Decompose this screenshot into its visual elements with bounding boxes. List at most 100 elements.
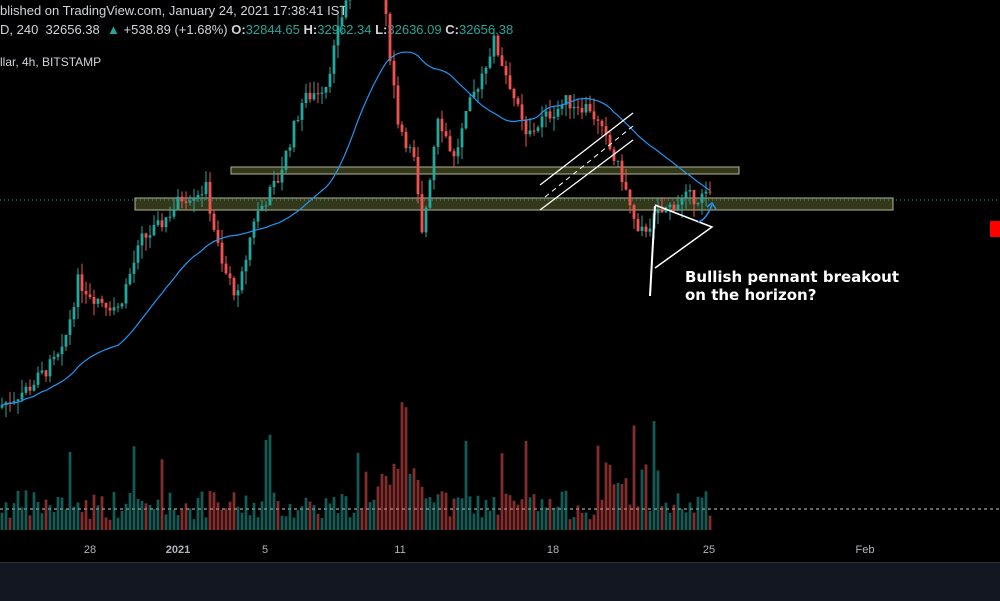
volume-bar [401, 402, 404, 530]
candle-body [385, 0, 388, 14]
volume-bar [361, 508, 364, 530]
volume-bar [465, 441, 468, 530]
volume-bar [301, 506, 304, 530]
candle-body [145, 233, 148, 237]
candle-body [509, 75, 512, 89]
volume-bar [433, 502, 436, 530]
candle-body [205, 182, 208, 194]
candle-body [637, 219, 640, 231]
volume-bar [665, 503, 668, 530]
candle-body [689, 190, 692, 192]
volume-bar [21, 507, 24, 530]
candle-body [505, 66, 508, 75]
volume-bar [325, 498, 328, 530]
volume-bar [213, 492, 216, 530]
volume-bar [201, 492, 204, 530]
candle-body [77, 274, 80, 307]
candle-body [153, 225, 156, 235]
candle-body [261, 206, 264, 211]
candle-body [409, 147, 412, 148]
volume-bar [473, 514, 476, 530]
x-tick-label: 11 [394, 544, 405, 556]
candle-body [657, 210, 660, 213]
candle-body [33, 385, 36, 391]
candle-body [93, 297, 96, 304]
candle-body [537, 127, 540, 131]
volume-bar [209, 491, 212, 530]
volume-bar [437, 494, 440, 530]
volume-bar [253, 503, 256, 530]
volume-bar [365, 472, 368, 530]
volume-bar [49, 505, 52, 530]
volume-bar [625, 478, 628, 530]
volume-bar [249, 515, 252, 530]
volume-bar [357, 453, 360, 530]
volume-bar [537, 511, 540, 530]
volume-bar [393, 464, 396, 530]
candle-body [129, 274, 132, 284]
candle-body [701, 194, 704, 203]
volume-bar [577, 505, 580, 530]
volume-bar [673, 505, 676, 530]
candle-body [345, 0, 348, 17]
volume-bar [429, 497, 432, 530]
candle-body [65, 335, 68, 347]
volume-bar [397, 469, 400, 530]
volume-bar [681, 509, 684, 530]
candle-body [189, 201, 192, 203]
candle-body [165, 217, 168, 227]
candle-body [389, 14, 392, 61]
volume-bar [565, 491, 568, 530]
candle-body [529, 131, 532, 135]
volume-bar [309, 502, 312, 530]
volume-bar [233, 492, 236, 530]
candle-body [649, 229, 652, 232]
candle-body [485, 68, 488, 74]
candle-body [705, 192, 708, 194]
candle-body [257, 211, 260, 222]
candle-body [693, 190, 696, 204]
candle-body [425, 208, 428, 233]
candle-body [289, 147, 292, 150]
candle-body [581, 108, 584, 113]
resistance-zone-upper [231, 167, 739, 174]
candle-body [593, 111, 596, 119]
candle-body [597, 119, 600, 120]
volume-bar [1, 513, 4, 530]
volume-bar [649, 511, 652, 530]
volume-bar [529, 497, 532, 530]
candle-body [105, 303, 108, 308]
volume-bar [693, 513, 696, 530]
candle-body [433, 147, 436, 180]
candle-body [177, 197, 180, 209]
volume-bar [133, 446, 136, 530]
volume-bar [349, 517, 352, 530]
x-tick-label: 28 [84, 544, 96, 556]
volume-bar [277, 501, 280, 530]
candle-body [397, 85, 400, 124]
candle-body [489, 57, 492, 68]
candle-body [453, 151, 456, 156]
candle-body [601, 121, 604, 126]
volume-bar [265, 440, 268, 530]
volume-bar [345, 496, 348, 530]
candle-body [313, 93, 316, 99]
candle-body [341, 17, 344, 25]
volume-bar [497, 515, 500, 530]
volume-bar [597, 446, 600, 530]
pennant-triangle [655, 205, 712, 268]
volume-bar [17, 491, 20, 530]
volume-bar [689, 503, 692, 530]
volume-bar [329, 504, 332, 530]
last-price-marker [990, 221, 1000, 237]
candle-body [221, 243, 224, 264]
volume-bar [45, 500, 48, 530]
volume-bar [57, 497, 60, 530]
candle-body [89, 294, 92, 297]
candle-body [49, 359, 52, 376]
volume-bar [73, 507, 76, 530]
candle-body [525, 120, 528, 135]
candle-body [193, 199, 196, 201]
volume-bar [313, 505, 316, 530]
